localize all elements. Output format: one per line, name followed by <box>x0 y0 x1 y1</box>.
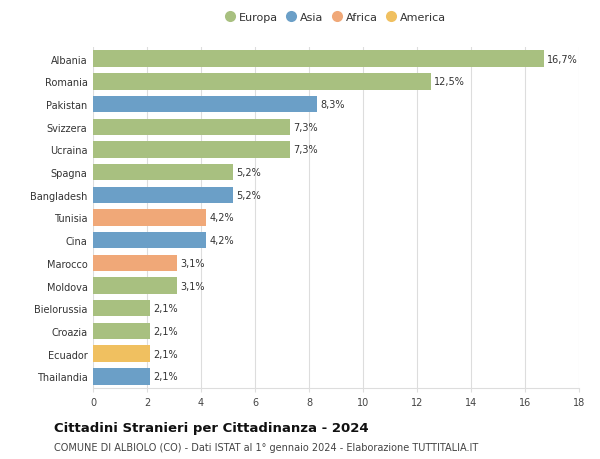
Text: 4,2%: 4,2% <box>209 213 234 223</box>
Legend: Europa, Asia, Africa, America: Europa, Asia, Africa, America <box>226 13 446 23</box>
Text: Cittadini Stranieri per Cittadinanza - 2024: Cittadini Stranieri per Cittadinanza - 2… <box>54 421 368 434</box>
Text: 2,1%: 2,1% <box>153 349 178 359</box>
Bar <box>93 187 233 203</box>
Bar <box>93 142 290 158</box>
Text: 2,1%: 2,1% <box>153 303 178 313</box>
Text: 7,3%: 7,3% <box>293 145 318 155</box>
Bar <box>93 119 290 135</box>
Text: 8,3%: 8,3% <box>320 100 345 110</box>
Text: 2,1%: 2,1% <box>153 371 178 381</box>
Text: 5,2%: 5,2% <box>236 190 262 201</box>
Bar <box>93 346 150 362</box>
Text: 3,1%: 3,1% <box>180 281 205 291</box>
Bar <box>93 97 317 113</box>
Bar <box>93 74 431 90</box>
Bar <box>93 233 206 249</box>
Text: 5,2%: 5,2% <box>236 168 262 178</box>
Text: 7,3%: 7,3% <box>293 123 318 133</box>
Bar <box>93 323 150 339</box>
Bar <box>93 255 176 271</box>
Text: 3,1%: 3,1% <box>180 258 205 269</box>
Bar <box>93 165 233 181</box>
Bar <box>93 210 206 226</box>
Text: COMUNE DI ALBIOLO (CO) - Dati ISTAT al 1° gennaio 2024 - Elaborazione TUTTITALIA: COMUNE DI ALBIOLO (CO) - Dati ISTAT al 1… <box>54 442 478 452</box>
Bar <box>93 301 150 317</box>
Bar <box>93 51 544 67</box>
Text: 12,5%: 12,5% <box>434 77 464 87</box>
Text: 2,1%: 2,1% <box>153 326 178 336</box>
Text: 4,2%: 4,2% <box>209 235 234 246</box>
Text: 16,7%: 16,7% <box>547 55 578 65</box>
Bar <box>93 369 150 385</box>
Bar <box>93 278 176 294</box>
